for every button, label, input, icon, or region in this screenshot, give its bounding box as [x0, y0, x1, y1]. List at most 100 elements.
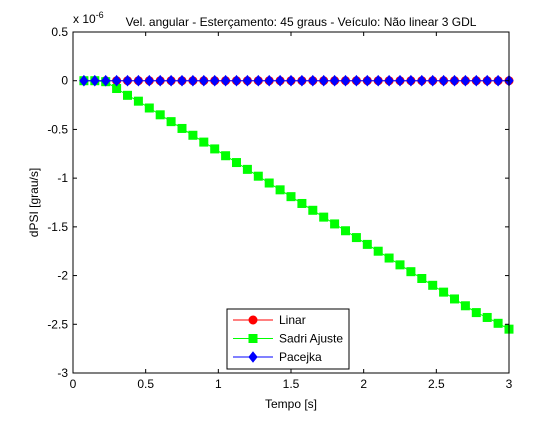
- data-point: [166, 74, 176, 87]
- tick-layer: 0 0.5 1 1.5 2 2.5 3 -3 -2.5 -2 -1.5 -1 -0.5 0 0.5: [47, 25, 512, 391]
- y-tick-label: -1.5: [47, 220, 68, 234]
- data-point: [253, 74, 263, 87]
- data-point: [155, 110, 165, 120]
- data-point: [493, 318, 503, 328]
- legend-marker: [248, 334, 258, 343]
- data-point: [471, 74, 481, 87]
- data-point: [449, 74, 460, 87]
- data-point: [123, 90, 132, 100]
- data-point: [428, 280, 438, 290]
- data-point: [242, 74, 253, 87]
- data-point: [351, 233, 361, 243]
- data-point: [188, 74, 198, 87]
- data-point: [406, 74, 416, 87]
- data-point: [384, 253, 394, 263]
- y-tick-label: -1: [57, 171, 68, 185]
- y-axis-multiplier-exponent: -6: [96, 10, 104, 20]
- data-point: [362, 74, 372, 87]
- y-tick-label: -2: [57, 269, 68, 283]
- data-point: [351, 74, 362, 87]
- data-point: [482, 74, 492, 87]
- x-tick-label: 2.5: [428, 377, 445, 391]
- data-point: [482, 312, 492, 322]
- legend-entry: Linar: [233, 313, 306, 327]
- x-axis-label: Tempo [s]: [265, 397, 317, 411]
- data-point: [297, 198, 307, 208]
- data-point: [144, 74, 154, 87]
- data-point: [177, 74, 187, 87]
- data-point: [220, 74, 231, 87]
- legend-label: Pacejka: [279, 350, 322, 364]
- x-tick-label: 0.5: [137, 377, 154, 391]
- data-point: [264, 178, 274, 188]
- legend-entries: Linar Sadri Ajuste Pacejka: [233, 313, 343, 364]
- data-point: [438, 74, 449, 87]
- y-axis-label: dPSI [grau/s]: [27, 168, 41, 237]
- data-point: [330, 219, 340, 229]
- plot-frame: [72, 31, 510, 374]
- y-tick-label: 0.5: [51, 25, 68, 39]
- data-point: [297, 74, 307, 87]
- x-tick-label: 0: [70, 377, 77, 391]
- data-point: [275, 185, 285, 195]
- data-point: [373, 246, 383, 256]
- data-point: [329, 74, 340, 87]
- data-point: [308, 205, 318, 215]
- data-point: [319, 74, 329, 87]
- data-point: [101, 74, 111, 87]
- y-tick-label: -3: [57, 366, 68, 380]
- data-point: [199, 74, 209, 87]
- data-point: [428, 74, 438, 87]
- data-point: [417, 74, 427, 87]
- legend-entry: Pacejka: [233, 350, 322, 364]
- data-point: [210, 144, 220, 154]
- data-point: [155, 74, 165, 87]
- data-point: [221, 151, 231, 161]
- data-point: [493, 74, 503, 87]
- data-point: [384, 74, 394, 87]
- data-point: [286, 74, 296, 87]
- data-point: [417, 273, 427, 283]
- data-point: [450, 294, 459, 304]
- legend-label: Linar: [279, 313, 306, 327]
- legend-label: Sadri Ajuste: [279, 332, 343, 346]
- data-point: [395, 74, 405, 87]
- data-point: [340, 74, 351, 87]
- y-tick-label: -2.5: [47, 317, 68, 331]
- data-point: [177, 123, 187, 133]
- series-3: [79, 74, 514, 87]
- y-tick-label: -0.5: [47, 122, 68, 136]
- data-point: [166, 117, 176, 127]
- chart-title: Vel. angular - Esterçamento: 45 graus - …: [126, 15, 477, 29]
- data-point: [319, 212, 329, 222]
- data-point: [460, 74, 471, 87]
- data-point: [231, 74, 242, 87]
- data-point: [210, 74, 220, 87]
- series-layer: [79, 74, 514, 334]
- data-point: [242, 164, 252, 174]
- data-point: [460, 301, 470, 311]
- legend: Linar Sadri Ajuste Pacejka: [226, 308, 350, 370]
- legend-entry: Sadri Ajuste: [233, 332, 343, 346]
- data-point: [122, 74, 133, 87]
- data-point: [144, 103, 154, 113]
- data-point: [341, 226, 350, 236]
- data-point: [439, 287, 449, 297]
- x-tick-label: 1.5: [283, 377, 300, 391]
- data-point: [90, 74, 100, 87]
- data-point: [395, 260, 405, 270]
- y-tick-label: 0: [61, 74, 68, 88]
- data-point: [308, 74, 318, 87]
- data-point: [362, 239, 372, 249]
- y-axis-multiplier: x 10-6: [73, 10, 104, 26]
- legend-marker: [248, 351, 258, 363]
- data-point: [275, 74, 285, 87]
- data-point: [406, 267, 416, 277]
- x-tick-label: 2: [360, 377, 367, 391]
- x-tick-label: 3: [506, 377, 513, 391]
- data-point: [188, 130, 198, 140]
- series-line: [83, 80, 510, 330]
- data-point: [286, 192, 296, 202]
